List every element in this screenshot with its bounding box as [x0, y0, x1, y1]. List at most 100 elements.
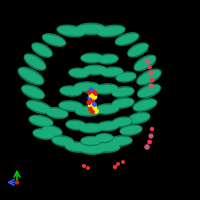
- Ellipse shape: [81, 53, 103, 63]
- Ellipse shape: [98, 27, 124, 35]
- Ellipse shape: [129, 114, 149, 122]
- Ellipse shape: [95, 85, 117, 93]
- Ellipse shape: [76, 108, 100, 114]
- Ellipse shape: [75, 84, 99, 90]
- Ellipse shape: [75, 106, 101, 116]
- Point: [145, 59, 149, 63]
- Ellipse shape: [97, 25, 125, 37]
- Ellipse shape: [57, 25, 85, 37]
- Ellipse shape: [82, 55, 102, 61]
- Point: [89, 107, 92, 111]
- Ellipse shape: [19, 69, 43, 83]
- Point: [149, 134, 153, 138]
- Point: [91, 99, 94, 103]
- Point: [148, 65, 151, 69]
- Ellipse shape: [42, 126, 62, 136]
- Ellipse shape: [81, 136, 101, 146]
- Ellipse shape: [120, 125, 142, 135]
- Ellipse shape: [60, 86, 82, 96]
- Ellipse shape: [27, 100, 51, 114]
- Ellipse shape: [18, 67, 44, 85]
- Ellipse shape: [101, 67, 123, 77]
- Ellipse shape: [25, 55, 45, 69]
- Point: [94, 109, 98, 113]
- Ellipse shape: [99, 56, 117, 62]
- Ellipse shape: [53, 137, 73, 145]
- Ellipse shape: [138, 86, 160, 96]
- Ellipse shape: [76, 23, 106, 35]
- Point: [89, 88, 93, 91]
- Ellipse shape: [108, 136, 132, 146]
- Ellipse shape: [28, 22, 172, 190]
- Ellipse shape: [134, 100, 156, 110]
- Ellipse shape: [95, 104, 119, 114]
- Point: [91, 90, 95, 93]
- Ellipse shape: [116, 72, 136, 82]
- Ellipse shape: [133, 99, 157, 111]
- Ellipse shape: [117, 74, 135, 80]
- Point: [121, 160, 125, 164]
- Ellipse shape: [32, 43, 52, 57]
- Ellipse shape: [112, 98, 134, 108]
- Ellipse shape: [30, 117, 52, 125]
- Ellipse shape: [94, 84, 118, 94]
- Ellipse shape: [121, 126, 141, 134]
- Ellipse shape: [135, 56, 155, 70]
- Ellipse shape: [109, 137, 131, 145]
- Ellipse shape: [61, 88, 81, 94]
- Ellipse shape: [95, 133, 113, 143]
- Point: [116, 162, 120, 166]
- Ellipse shape: [83, 65, 107, 75]
- Ellipse shape: [66, 120, 86, 130]
- Ellipse shape: [23, 86, 43, 98]
- Point: [86, 166, 90, 170]
- Point: [15, 181, 19, 184]
- Ellipse shape: [138, 71, 160, 83]
- Ellipse shape: [113, 119, 131, 125]
- Point: [149, 71, 153, 75]
- Ellipse shape: [34, 130, 54, 138]
- Point: [151, 78, 154, 82]
- Ellipse shape: [138, 84, 160, 98]
- Ellipse shape: [79, 123, 103, 133]
- Ellipse shape: [43, 127, 61, 135]
- Ellipse shape: [22, 85, 44, 99]
- Ellipse shape: [66, 143, 88, 151]
- Point: [90, 93, 93, 97]
- Ellipse shape: [33, 129, 55, 139]
- Ellipse shape: [47, 109, 67, 117]
- Ellipse shape: [134, 55, 156, 71]
- Point: [87, 91, 91, 94]
- Ellipse shape: [46, 108, 68, 118]
- Point: [94, 92, 97, 95]
- Ellipse shape: [59, 101, 83, 111]
- Ellipse shape: [128, 43, 148, 57]
- Point: [148, 140, 151, 144]
- Ellipse shape: [79, 144, 105, 154]
- Point: [92, 106, 96, 109]
- Ellipse shape: [116, 34, 138, 44]
- Point: [145, 145, 149, 149]
- Ellipse shape: [96, 135, 112, 141]
- Ellipse shape: [77, 25, 105, 33]
- Ellipse shape: [115, 33, 139, 45]
- Ellipse shape: [102, 69, 122, 75]
- Ellipse shape: [95, 143, 119, 151]
- Ellipse shape: [113, 99, 133, 107]
- Ellipse shape: [52, 136, 74, 146]
- Ellipse shape: [128, 112, 150, 124]
- Ellipse shape: [29, 115, 53, 127]
- Point: [91, 110, 94, 114]
- Point: [87, 101, 91, 104]
- Point: [88, 96, 91, 100]
- Ellipse shape: [27, 102, 51, 112]
- Ellipse shape: [98, 54, 118, 64]
- Ellipse shape: [94, 142, 120, 152]
- Ellipse shape: [98, 123, 118, 129]
- Ellipse shape: [67, 122, 85, 128]
- Ellipse shape: [97, 121, 119, 131]
- Ellipse shape: [42, 34, 66, 46]
- Ellipse shape: [65, 142, 89, 152]
- Point: [149, 84, 153, 88]
- Point: [150, 127, 154, 131]
